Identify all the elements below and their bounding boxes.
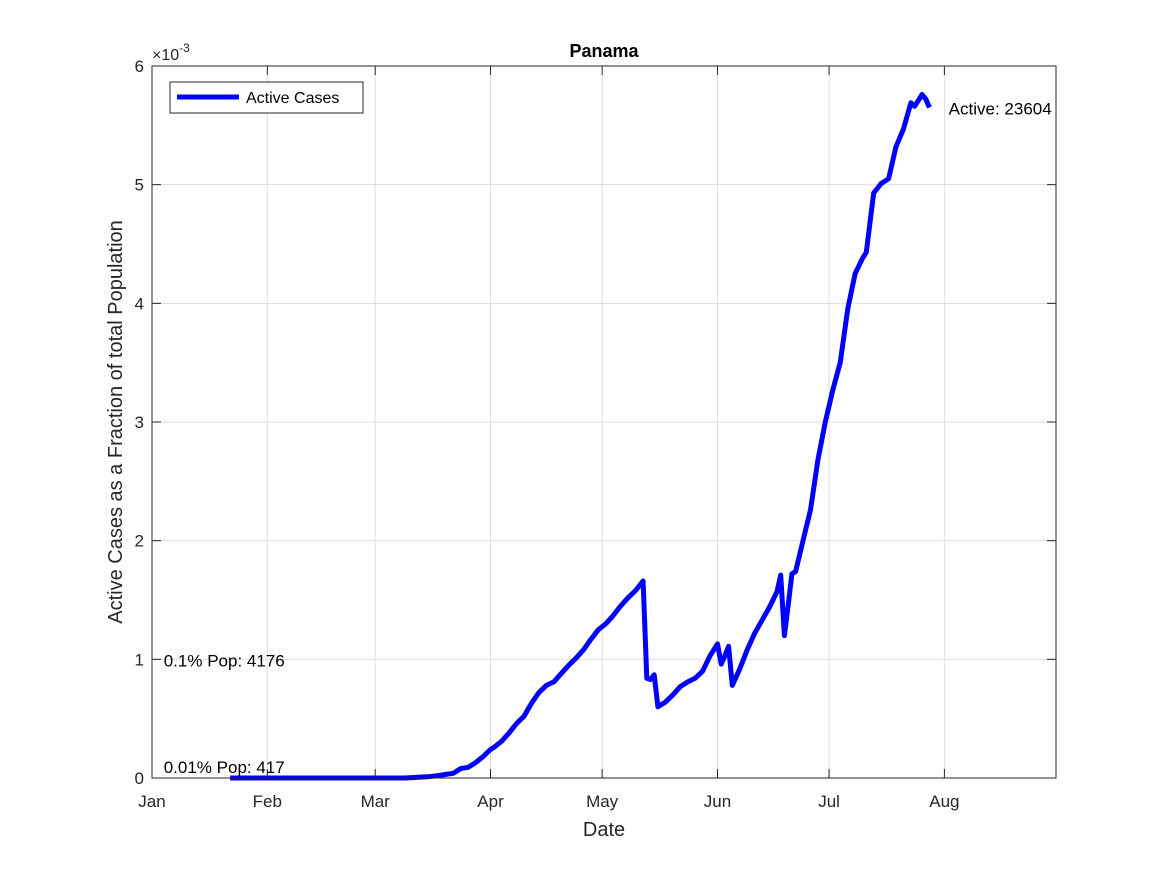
annotations-layer: 0.1% Pop: 4176 0.01% Pop: 417 Active: 2360… bbox=[164, 100, 1052, 778]
x-tick-label: May bbox=[586, 792, 619, 811]
series-line-active-cases bbox=[230, 92, 932, 781]
x-tick-label: Feb bbox=[253, 792, 282, 811]
y-tick-label: 4 bbox=[135, 294, 144, 313]
annotation-label: 0.1% Pop: 4176 bbox=[164, 651, 285, 670]
y-tick-label: 0 bbox=[135, 769, 144, 788]
x-axis-label: Date bbox=[583, 819, 625, 841]
legend: Active Cases bbox=[169, 81, 364, 114]
x-tick-label: Jun bbox=[704, 792, 731, 811]
x-tick-label: Jan bbox=[138, 792, 165, 811]
grid-lines bbox=[151, 65, 1056, 779]
y-axis-label: Active Cases as a Fraction of total Popu… bbox=[105, 220, 127, 624]
annotation-label: Active: 23604 bbox=[949, 100, 1052, 119]
y-tick-label: 5 bbox=[135, 176, 144, 195]
x-tick-label: Apr bbox=[477, 792, 504, 811]
x-tick-label: Aug bbox=[929, 792, 959, 811]
annotation-label: 0.01% Pop: 417 bbox=[164, 758, 285, 777]
y-tick-label: 1 bbox=[135, 650, 144, 669]
x-tick-label: Jul bbox=[818, 792, 840, 811]
y-tick-label: 3 bbox=[135, 413, 144, 432]
chart-title: Panama bbox=[569, 41, 639, 61]
y-tick-label: 6 bbox=[135, 57, 144, 76]
series-layer bbox=[230, 92, 932, 781]
x-tick-label: Mar bbox=[361, 792, 391, 811]
y-tick-label: 2 bbox=[135, 532, 144, 551]
y-exponent-label: ×10-3 bbox=[152, 41, 190, 64]
legend-entry-active-cases: Active Cases bbox=[246, 90, 339, 107]
axis-ticks: Jan Feb Mar Apr May Jun Jul Aug 0 1 2 3 4 5 6 bbox=[135, 57, 1056, 811]
